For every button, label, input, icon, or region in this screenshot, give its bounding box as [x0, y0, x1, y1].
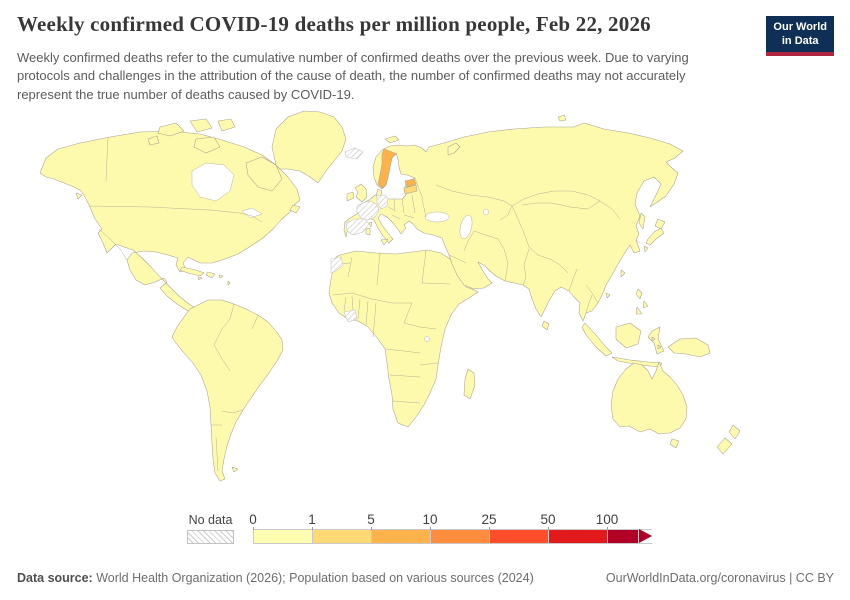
- legend-segment-50-100[interactable]: [549, 530, 608, 543]
- country-cote-divoire-nodata[interactable]: [343, 309, 358, 323]
- country-estonia[interactable]: [404, 178, 417, 188]
- color-scale: 0 1 5 10 25 50 100: [249, 512, 653, 544]
- legend-segment-100+[interactable]: [608, 530, 639, 543]
- hispaniola[interactable]: [205, 271, 216, 279]
- owid-logo[interactable]: Our World in Data: [766, 16, 834, 56]
- legend-segment-1-5[interactable]: [313, 530, 372, 543]
- chart-title: Weekly confirmed COVID-19 deaths per mil…: [17, 12, 651, 36]
- legend-tick-mark: [430, 527, 431, 530]
- japan-hokkaido[interactable]: [654, 218, 666, 230]
- no-data-legend: No data: [187, 513, 234, 544]
- sri-lanka[interactable]: [541, 320, 550, 331]
- black-sea: [424, 211, 450, 223]
- legend-ticks: 0 1 5 10 25 50 100: [249, 512, 653, 530]
- legend-tick-mark: [548, 527, 549, 530]
- australia[interactable]: [610, 361, 688, 435]
- legend-tick-label: 100: [595, 512, 619, 527]
- legend-segment-25-50[interactable]: [490, 530, 549, 543]
- landmass-south-america[interactable]: [171, 299, 284, 482]
- us-canada-border: [88, 205, 263, 223]
- madagascar[interactable]: [463, 368, 476, 400]
- new-guinea[interactable]: [667, 337, 711, 358]
- country-western-sahara-nodata[interactable]: [330, 256, 344, 274]
- legend-tick-mark: [312, 527, 313, 530]
- data-source-text: World Health Organization (2026); Popula…: [92, 571, 534, 585]
- sulawesi[interactable]: [647, 326, 665, 355]
- cuba[interactable]: [179, 266, 205, 277]
- landmasses[interactable]: [39, 110, 741, 482]
- country-latvia[interactable]: [403, 184, 418, 195]
- us-mexico-border: [98, 228, 128, 261]
- landmass-north-america[interactable]: [39, 130, 301, 320]
- svalbard[interactable]: [384, 135, 400, 144]
- footer-attribution[interactable]: OurWorldInData.org/coronavirus | CC BY: [605, 571, 834, 585]
- country-sweden[interactable]: [377, 148, 397, 189]
- legend-tick-label: 25: [481, 512, 497, 527]
- new-zealand-south[interactable]: [716, 437, 733, 455]
- no-data-label: No data: [188, 513, 233, 527]
- sumatra[interactable]: [581, 322, 613, 357]
- alaska-canada-border: [105, 136, 109, 182]
- sakhalin[interactable]: [638, 212, 646, 230]
- great-lakes: [241, 207, 263, 219]
- legend-segment-10-25[interactable]: [431, 530, 490, 543]
- landmass-eurasia[interactable]: [343, 122, 684, 322]
- country-iceland-nodata[interactable]: [344, 147, 364, 160]
- legend-segment-0-1[interactable]: [254, 530, 313, 543]
- legend-segment-5-10[interactable]: [372, 530, 431, 543]
- lake-victoria: [424, 336, 430, 342]
- data-source-label: Data source:: [17, 571, 93, 585]
- united-kingdom[interactable]: [354, 183, 368, 203]
- taiwan[interactable]: [620, 269, 626, 278]
- country-borders: [387, 177, 641, 314]
- no-data-swatch[interactable]: [187, 530, 234, 544]
- legend-tick-label: 5: [367, 512, 375, 527]
- japan-honshu[interactable]: [645, 227, 665, 246]
- legend-tick-label: 0: [249, 512, 257, 527]
- java[interactable]: [611, 356, 663, 368]
- country-germany-nodata[interactable]: [376, 194, 389, 210]
- legend-tick-mark: [253, 527, 254, 530]
- novaya-zemlya[interactable]: [447, 142, 461, 156]
- legend-tick-mark: [607, 527, 608, 530]
- chart-subtitle: Weekly confirmed deaths refer to the cum…: [17, 50, 689, 102]
- aral-sea: [483, 208, 489, 216]
- ireland[interactable]: [346, 191, 355, 202]
- tasmania[interactable]: [669, 438, 680, 449]
- legend-tick-mark: [371, 527, 372, 530]
- greenland[interactable]: [271, 110, 347, 184]
- owid-logo-line1: Our World: [773, 21, 827, 33]
- philippines[interactable]: [635, 288, 643, 300]
- world-map[interactable]: [0, 107, 850, 512]
- footer-data-source: Data source: World Health Organization (…: [17, 571, 534, 585]
- country-france-nodata[interactable]: [356, 200, 380, 221]
- newfoundland[interactable]: [289, 204, 301, 214]
- legend-tick-label: 50: [540, 512, 556, 527]
- legend-tick-label: 1: [308, 512, 316, 527]
- legend-arrow: [639, 529, 652, 543]
- legend-tick-mark: [489, 527, 490, 530]
- baffin-island[interactable]: [245, 156, 283, 192]
- new-zealand-north[interactable]: [728, 424, 741, 440]
- landmass-africa[interactable]: [328, 249, 479, 428]
- borneo[interactable]: [615, 322, 642, 349]
- legend-bar[interactable]: [253, 529, 652, 544]
- country-spain-nodata[interactable]: [345, 218, 370, 236]
- hudson-bay: [191, 162, 235, 202]
- owid-logo-line2: in Data: [781, 34, 819, 47]
- caspian-sea: [459, 215, 473, 239]
- legend-tick-label: 10: [422, 512, 438, 527]
